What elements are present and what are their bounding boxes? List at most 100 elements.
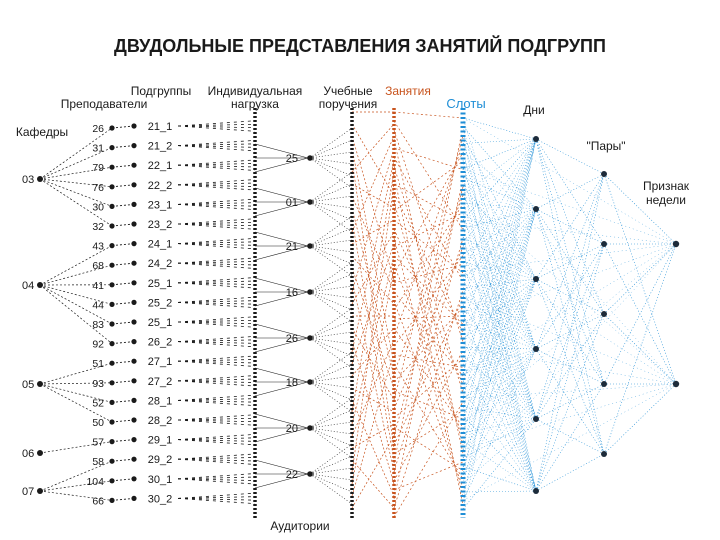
edge-subgroup-workload: [177, 316, 256, 323]
edge-slot-day: [462, 138, 537, 297]
subgroup-node: [131, 162, 137, 168]
edge-teacher-subgroup: [111, 439, 135, 443]
department-label: 04: [22, 280, 34, 292]
teacher-label: 31: [92, 143, 104, 155]
edge-room-assignment: [309, 291, 353, 299]
subgroup-label: 25_2: [148, 297, 172, 309]
edge-subgroup-workload: [177, 243, 256, 250]
edge-room-assignment: [309, 245, 353, 277]
edge-day-pair: [535, 173, 605, 420]
edge-day-pair: [535, 243, 605, 280]
teacher-node: [109, 125, 115, 131]
edge-subgroup-workload: [177, 282, 256, 285]
edge-subgroup-workload: [177, 277, 256, 284]
edge-class-slot: [393, 291, 464, 377]
edge-teacher-subgroup: [111, 497, 135, 501]
edge-slot-day: [462, 490, 537, 493]
edge-day-pair: [535, 243, 605, 420]
edge-subgroup-workload: [177, 414, 256, 421]
header-subgroups: Подгруппы: [131, 84, 192, 98]
teacher-label: 104: [86, 476, 104, 488]
edge-subgroup-workload: [177, 355, 256, 362]
edge-dept-teacher: [39, 245, 113, 286]
edge-class-slot: [393, 143, 464, 338]
room-node: [307, 289, 313, 295]
edge-teacher-subgroup: [111, 164, 135, 168]
edge-slot-day: [462, 228, 537, 420]
edge-workload-room: [254, 381, 309, 397]
pair-node: [601, 451, 607, 457]
edge-slot-day: [462, 338, 537, 492]
edge-workload-room: [254, 337, 309, 353]
edge-subgroup-workload: [177, 125, 256, 132]
subgroup-label: 21_1: [148, 121, 172, 133]
edge-class-slot: [393, 264, 464, 437]
edge-room-assignment: [309, 443, 353, 475]
edge-class-slot: [393, 410, 464, 455]
pair-node: [601, 241, 607, 247]
teacher-label: 32: [92, 221, 104, 233]
edge-slot-day: [462, 194, 537, 350]
edge-subgroup-workload: [177, 184, 256, 187]
edge-class-slot: [393, 212, 464, 248]
edge-slot-week: [462, 243, 677, 374]
edge-subgroup-workload: [177, 478, 256, 481]
edge-slot-week: [462, 243, 677, 425]
edge-workload-room: [254, 231, 309, 247]
edge-subgroup-workload: [177, 179, 256, 186]
edge-teacher-subgroup: [111, 184, 135, 188]
edge-slot-day: [462, 296, 537, 350]
edge-subgroup-workload: [177, 120, 256, 127]
teacher-label: 50: [92, 417, 104, 429]
edge-slot-week: [462, 243, 677, 272]
edge-class-slot: [393, 306, 464, 383]
edge-slot-day: [462, 364, 537, 492]
edge-teacher-subgroup: [111, 282, 135, 286]
edge-workload-room: [254, 187, 309, 203]
edge-pair-week: [603, 383, 677, 455]
edge-room-assignment: [309, 171, 353, 203]
edge-day-pair: [535, 383, 605, 420]
edge-assignment-class: [351, 423, 395, 449]
edge-slot-week: [462, 383, 677, 450]
edge-slot-week: [462, 143, 677, 385]
edge-teacher-subgroup: [111, 478, 135, 482]
room-label: 18: [286, 377, 298, 389]
edge-subgroup-workload: [177, 145, 256, 148]
edge-slot-week: [462, 243, 677, 323]
edge-subgroup-workload: [177, 359, 256, 362]
edge-slot-day: [462, 138, 537, 348]
edge-class-slot: [393, 126, 464, 464]
header-slots: Слоты: [446, 96, 485, 111]
edge-class-slot: [393, 238, 464, 473]
edge-room-assignment: [309, 421, 353, 429]
edge-subgroup-workload: [177, 164, 256, 168]
edge-subgroup-workload: [177, 184, 256, 191]
subgroup-label: 28_2: [148, 415, 172, 427]
edge-day-pair: [535, 313, 605, 492]
edge-slot-day: [462, 138, 537, 221]
edge-assignment-class: [351, 243, 395, 365]
edge-assignment-class: [351, 435, 395, 509]
edge-class-slot: [393, 156, 464, 282]
edge-slot-day: [462, 219, 537, 350]
edge-class-slot: [393, 160, 464, 212]
edge-slot-day: [462, 151, 537, 420]
edge-slot-day: [462, 348, 537, 425]
edge-subgroup-workload: [177, 300, 256, 303]
page-title: ДВУДОЛЬНЫЕ ПРЕДСТАВЛЕНИЯ ЗАНЯТИЙ ПОДГРУП…: [114, 35, 606, 56]
edge-slot-day: [462, 236, 537, 280]
edge-room-assignment: [309, 261, 353, 293]
edge-subgroup-workload: [177, 319, 256, 323]
edge-room-assignment: [309, 427, 353, 435]
teacher-node: [109, 399, 115, 405]
edge-day-pair: [535, 453, 605, 492]
edge-subgroup-workload: [177, 457, 256, 460]
subgroup-node: [131, 143, 137, 149]
edge-workload-room: [254, 157, 309, 173]
edge-slot-day: [462, 278, 537, 493]
edge-slot-week: [462, 347, 677, 385]
edge-day-pair: [535, 313, 605, 350]
edge-subgroup-workload: [177, 473, 256, 480]
edge-slot-day: [462, 466, 537, 492]
